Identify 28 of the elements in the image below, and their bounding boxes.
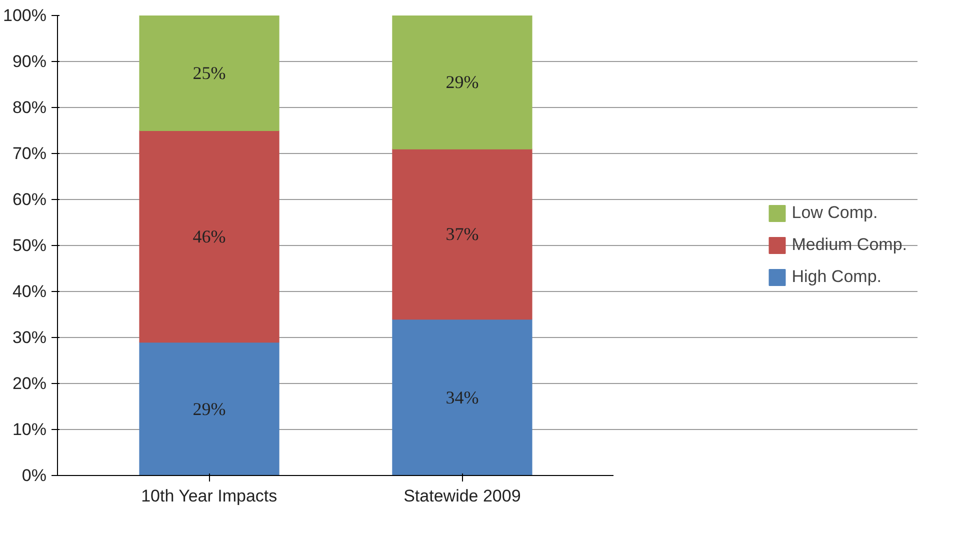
x-tick-label: Statewide 2009	[404, 486, 521, 506]
bar	[139, 130, 280, 343]
y-tick-label: 90%	[12, 52, 47, 71]
y-tick-label: 60%	[12, 190, 47, 209]
bar	[392, 16, 532, 150]
data-label: 37%	[446, 224, 479, 244]
y-tick-label: 20%	[12, 374, 47, 393]
data-label: 29%	[446, 72, 479, 92]
data-label: 34%	[446, 387, 479, 408]
x-tick-label: 10th Year Impacts	[141, 486, 278, 506]
bar	[392, 148, 532, 320]
data-label: 25%	[192, 63, 226, 83]
y-tick-label: 100%	[3, 6, 47, 25]
legend-label: Medium Comp.	[792, 235, 907, 255]
y-tick-label: 50%	[12, 236, 47, 255]
y-tick-label: 40%	[12, 282, 47, 301]
y-tick-label: 0%	[22, 466, 47, 485]
bar	[139, 16, 280, 131]
legend-label: High Comp.	[792, 267, 882, 287]
y-tick-label: 70%	[12, 144, 47, 163]
bar	[392, 318, 532, 476]
legend-label: Low Comp.	[792, 203, 878, 223]
y-tick-label: 30%	[12, 328, 47, 347]
data-label: 29%	[192, 398, 226, 419]
y-tick-label: 80%	[12, 98, 47, 117]
data-label: 46%	[192, 226, 226, 246]
bar	[139, 342, 280, 476]
y-tick-label: 10%	[12, 420, 47, 439]
